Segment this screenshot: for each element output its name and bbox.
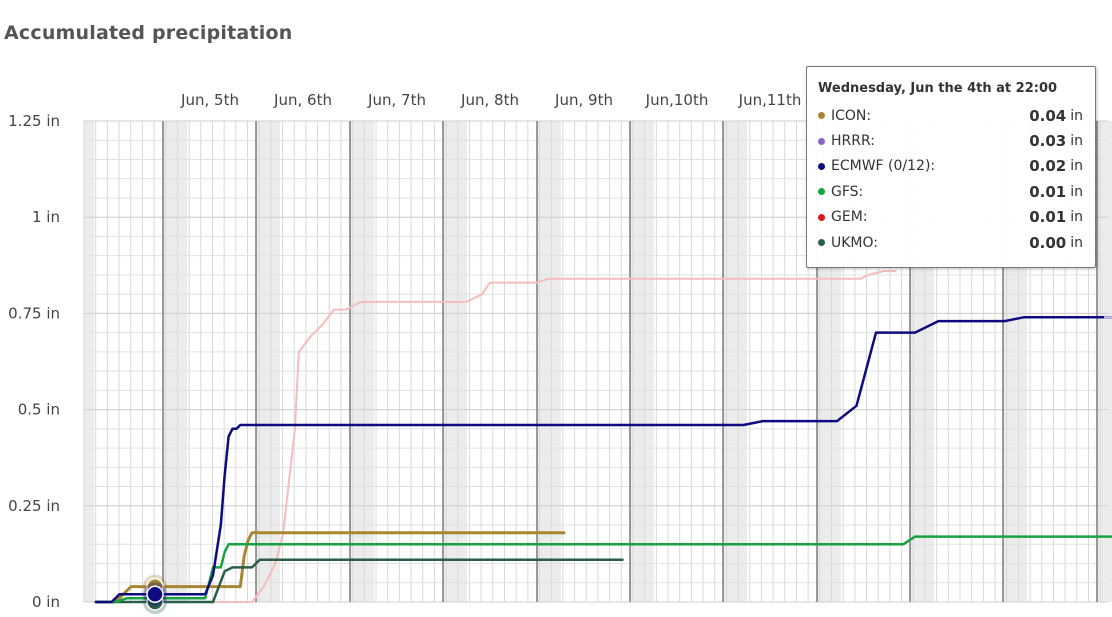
hover-tooltip: Wednesday, Jun the 4th at 22:00 ICON: 0.0…: [806, 66, 1096, 268]
night-band: [630, 121, 654, 602]
night-band: [723, 121, 747, 602]
tooltip-unit: in: [1070, 183, 1083, 200]
tooltip-value: 0.00: [1029, 233, 1067, 252]
series-line-gem[interactable]: [95, 270, 897, 603]
series-line-gfs[interactable]: [94, 535, 1112, 604]
y-tick-label: 1 in: [32, 208, 60, 226]
night-band: [1097, 121, 1112, 602]
night-band: [163, 121, 187, 602]
tooltip-header: Wednesday, Jun the 4th at 22:00: [818, 81, 1058, 96]
tooltip-unit: in: [1070, 209, 1083, 226]
tooltip-unit: in: [1070, 158, 1083, 175]
tooltip-value: 0.01: [1029, 182, 1067, 201]
tooltip-row: UKMO: 0.00 in: [818, 230, 1083, 255]
x-tick-label: Jun, 8th: [460, 91, 519, 109]
tooltip-row: GEM: 0.01 in: [818, 205, 1083, 230]
series-color-dot: [818, 188, 825, 196]
y-tick-label: 0.5 in: [18, 401, 60, 419]
tooltip-series-name: GFS:: [831, 183, 864, 200]
night-band: [256, 121, 280, 602]
series-lines: [94, 270, 1112, 604]
hover-point: [146, 585, 164, 604]
night-band: [443, 121, 467, 602]
tooltip-series-name: GEM:: [831, 209, 868, 226]
x-tick-label: Jun,10th: [645, 91, 709, 109]
series-line-icon[interactable]: [94, 531, 566, 604]
tooltip-series-name: ICON:: [831, 107, 872, 124]
tooltip-value: 0.01: [1029, 208, 1067, 227]
tooltip-row: ICON: 0.04 in: [818, 103, 1083, 128]
tooltip-series-name: HRRR:: [831, 133, 875, 150]
night-band: [350, 121, 374, 602]
x-axis-labels: Jun, 5th Jun, 6th Jun, 7th Jun, 8th Jun, 9th…: [180, 91, 801, 109]
series-color-dot: [818, 213, 825, 221]
tooltip-unit: in: [1070, 234, 1083, 251]
series-color-dot: [818, 112, 825, 120]
tooltip-value: 0.03: [1029, 132, 1067, 151]
tooltip-value: 0.04: [1029, 106, 1067, 125]
tooltip-series-name: UKMO:: [831, 234, 878, 251]
tooltip-unit: in: [1070, 107, 1083, 124]
night-band: [537, 121, 561, 602]
hover-markers: [143, 574, 167, 614]
y-tick-label: 0 in: [32, 593, 60, 611]
x-tick-label: Jun,11th: [738, 91, 802, 109]
y-tick-label: 0.25 in: [8, 497, 60, 515]
chart-title: Accumulated precipitation: [4, 22, 293, 44]
y-tick-label: 0.75 in: [8, 304, 60, 322]
tooltip-unit: in: [1070, 133, 1083, 150]
tooltip-value: 0.02: [1029, 157, 1067, 176]
y-axis-labels: 0 in 0.25 in 0.5 in 0.75 in 1 in 1.25 in: [8, 112, 60, 611]
x-tick-label: Jun, 6th: [273, 91, 332, 109]
y-tick-label: 1.25 in: [8, 112, 60, 130]
tooltip-row: ECMWF (0/12): 0.02 in: [818, 154, 1083, 179]
series-color-dot: [818, 162, 825, 170]
night-band: [84, 121, 94, 602]
series-line-ecmwf-0-12-[interactable]: [94, 315, 1112, 604]
series-color-dot: [818, 137, 825, 145]
series-color-dot: [818, 239, 825, 247]
tooltip-rows: ICON: 0.04 in HRRR: 0.03 in ECMWF (0/12): 0.02 i…: [818, 103, 1083, 255]
series-line-ukmo[interactable]: [94, 558, 624, 604]
x-tick-label: Jun, 7th: [367, 91, 426, 109]
x-tick-label: Jun, 9th: [554, 91, 613, 109]
tooltip-row: GFS: 0.01 in: [818, 179, 1083, 204]
tooltip-series-name: ECMWF (0/12):: [831, 158, 936, 175]
tooltip-row: HRRR: 0.03 in: [818, 128, 1083, 153]
x-tick-label: Jun, 5th: [180, 91, 239, 109]
